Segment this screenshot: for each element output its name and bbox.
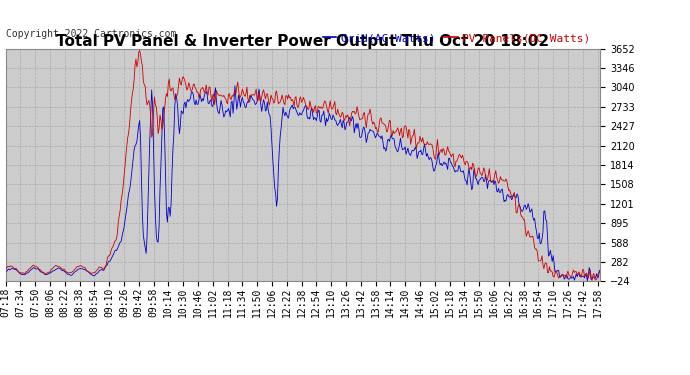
Text: Copyright 2022 Cartronics.com: Copyright 2022 Cartronics.com bbox=[6, 30, 176, 39]
Title: Total PV Panel & Inverter Power Output Thu Oct 20 18:02: Total PV Panel & Inverter Power Output T… bbox=[57, 34, 549, 49]
Legend: Grid(AC Watts), PV Panels(DC Watts): Grid(AC Watts), PV Panels(DC Watts) bbox=[319, 29, 595, 48]
